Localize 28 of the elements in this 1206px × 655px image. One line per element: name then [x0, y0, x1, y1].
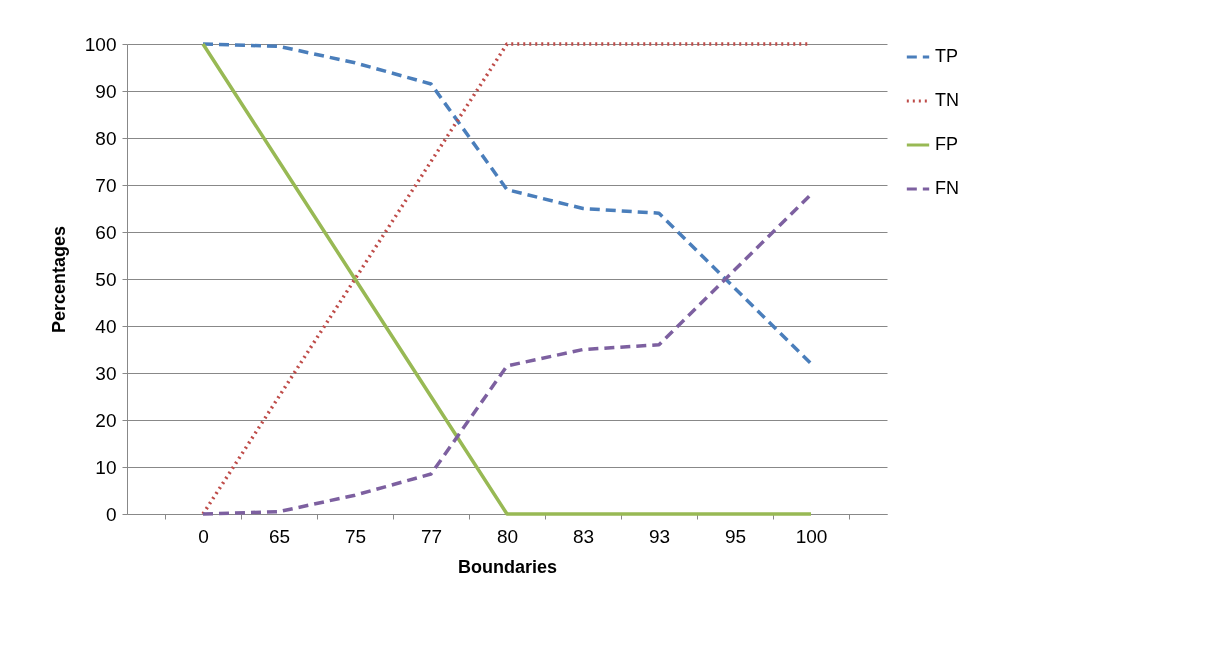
legend-label: TP [935, 46, 959, 66]
y-tick-label: 10 [95, 456, 117, 478]
y-tick-label: 50 [95, 268, 117, 290]
x-tick-label: 100 [795, 525, 828, 547]
x-axis-title: Boundaries [457, 556, 558, 577]
y-tick-label: 80 [95, 127, 117, 149]
y-tick-label: 40 [95, 315, 117, 337]
x-tick-label: 0 [198, 525, 209, 547]
y-tick-label: 90 [95, 80, 117, 102]
legend-label: FP [935, 134, 959, 154]
line-series [201, 42, 813, 366]
x-tick-label: 75 [344, 525, 367, 547]
x-tick-label: 65 [268, 525, 291, 547]
x-tick-label: 83 [572, 525, 595, 547]
y-tick-label: 20 [95, 409, 117, 431]
y-tick-label: 60 [95, 221, 117, 243]
line-series [201, 192, 813, 516]
y-tick-label: 70 [95, 174, 117, 196]
y-tick-label: 0 [105, 503, 117, 525]
y-tick-label: 30 [95, 362, 117, 384]
legend-label: TN [935, 90, 959, 110]
x-tick-label: 77 [420, 525, 443, 547]
x-tick-label: 93 [648, 525, 671, 547]
y-axis-title: Percentages [48, 225, 69, 334]
x-tick-label: 80 [496, 525, 519, 547]
legend-label: FN [935, 178, 959, 198]
x-tick-label: 95 [724, 525, 747, 547]
y-tick-label: 100 [84, 33, 117, 55]
